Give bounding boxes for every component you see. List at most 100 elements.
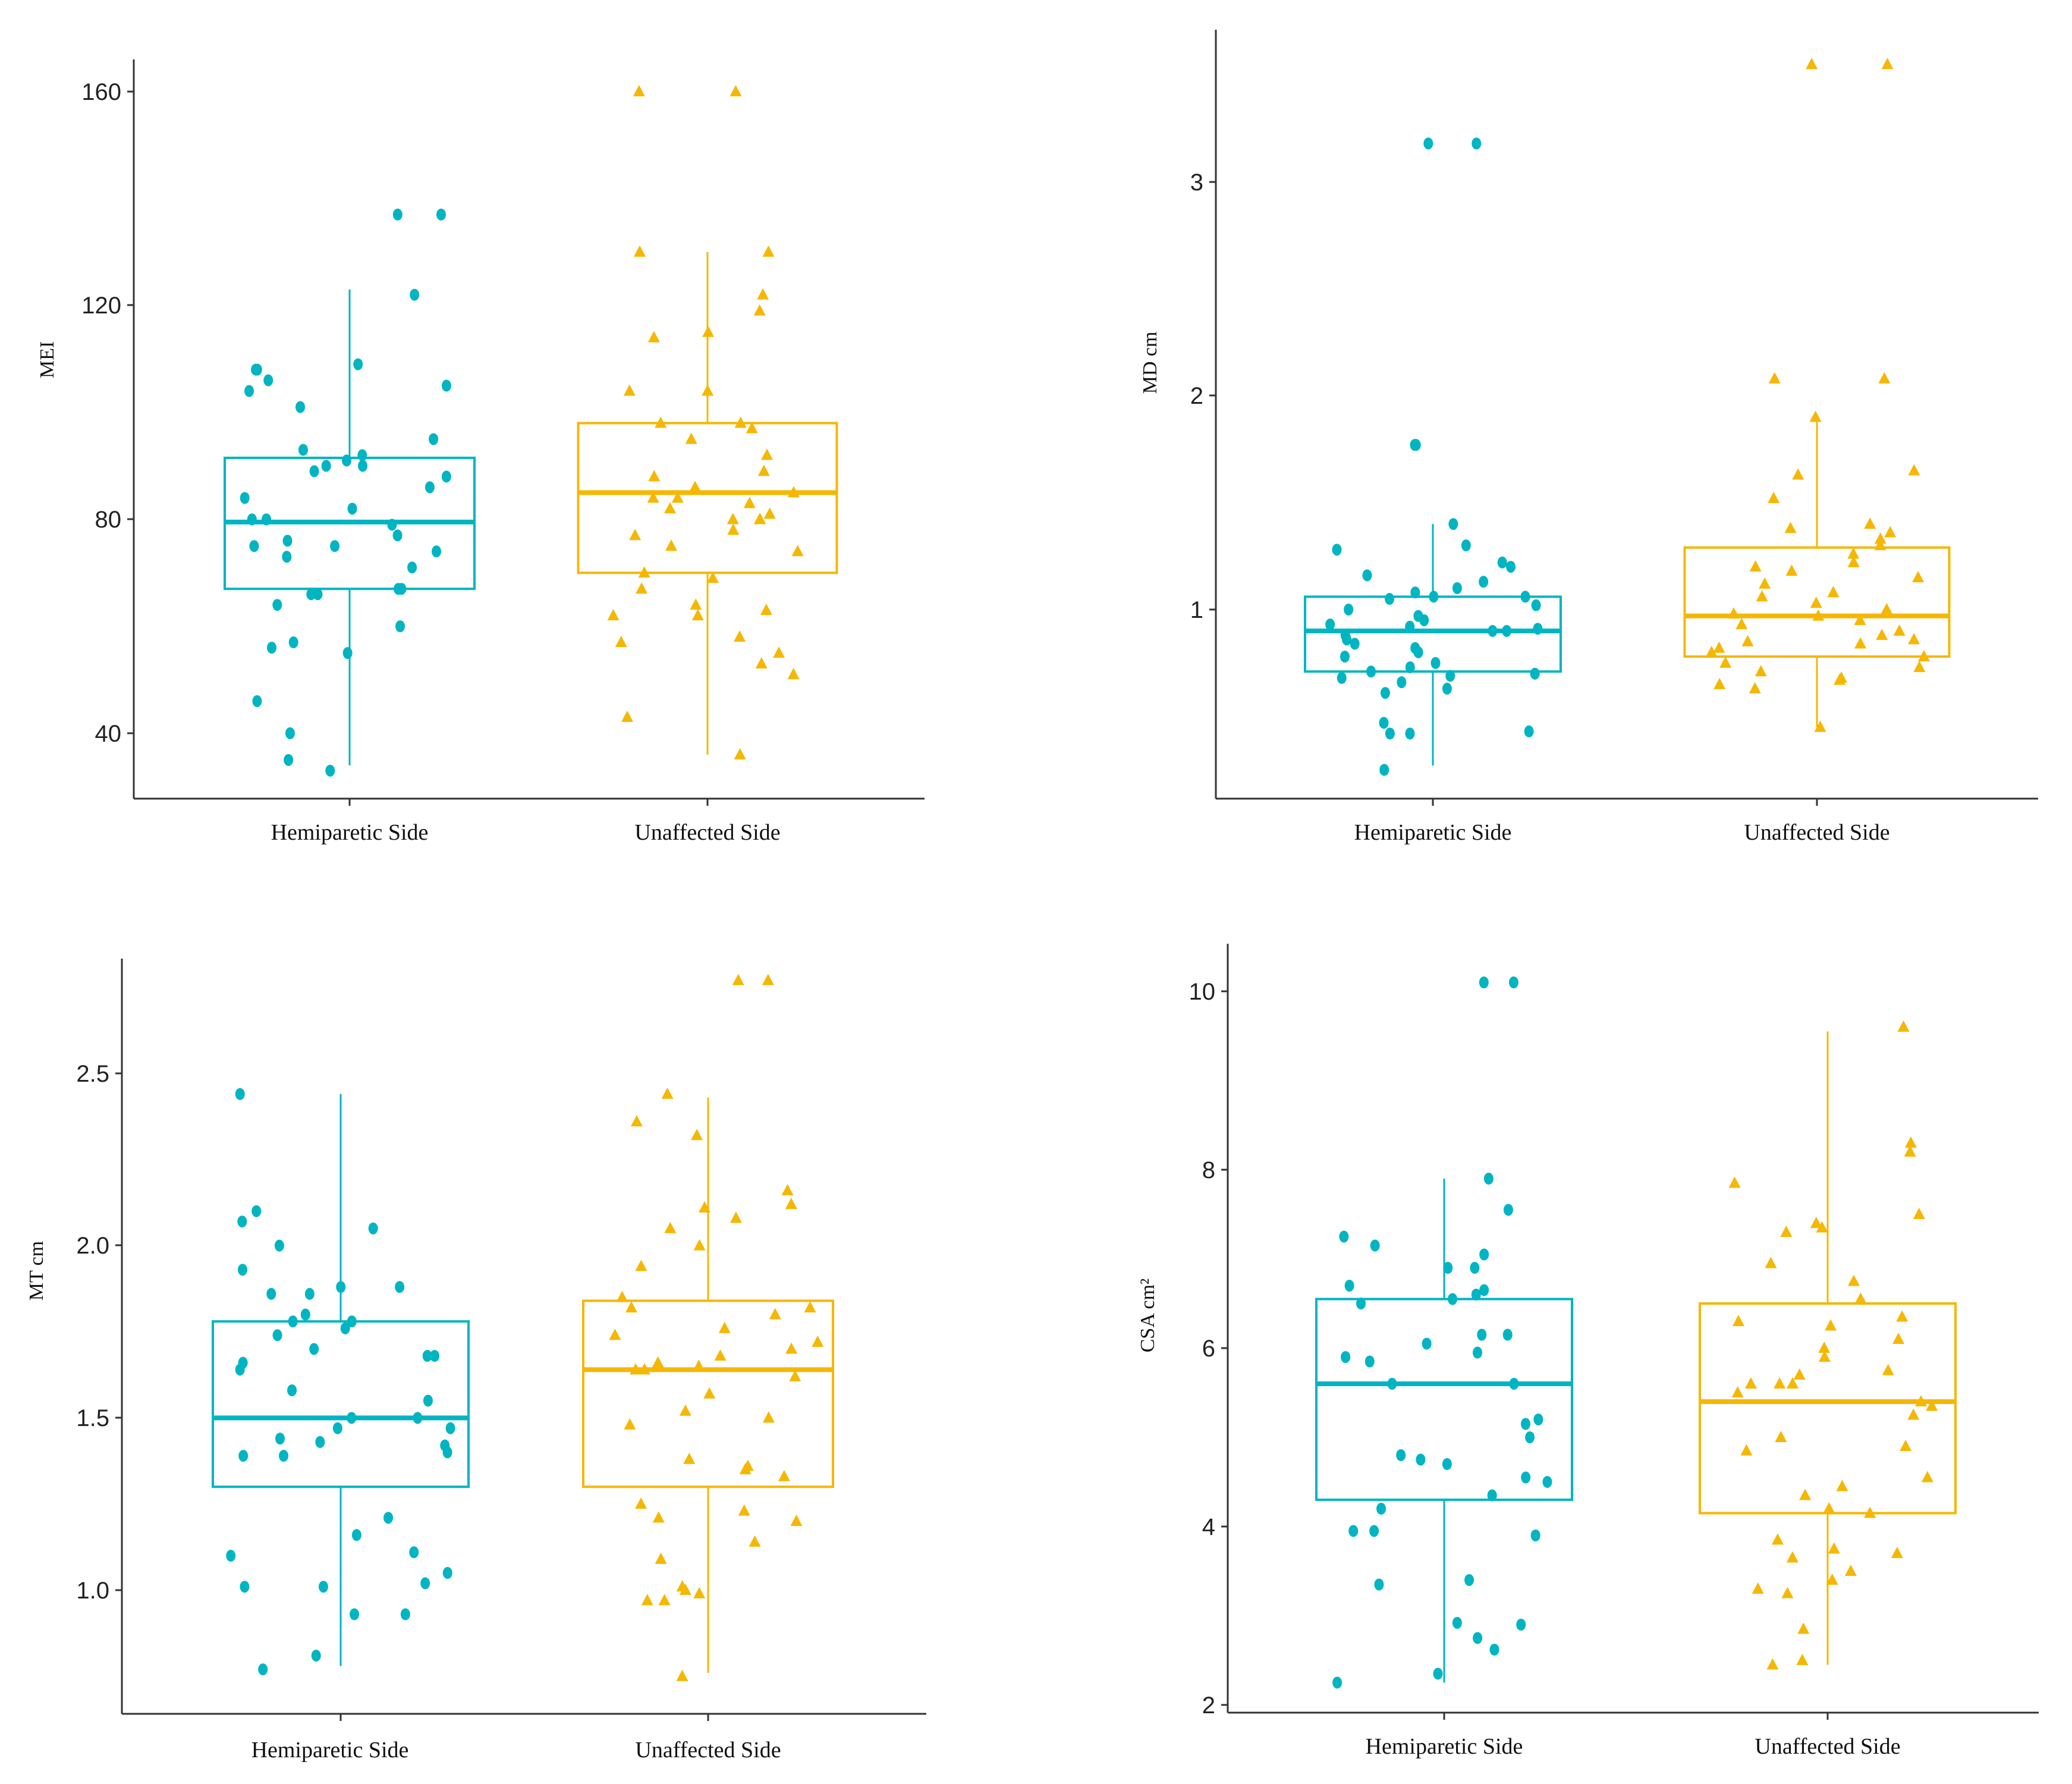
data-point-unaffected xyxy=(741,1459,754,1471)
data-point-unaffected xyxy=(685,432,697,444)
data-point-hemiparetic xyxy=(1488,624,1498,637)
x-category-label: Hemiparetic Side xyxy=(1354,820,1512,845)
y-ticks: 40 80 120 160 xyxy=(81,79,134,747)
data-point-unaffected xyxy=(1915,1395,1928,1406)
data-point-unaffected xyxy=(647,331,660,343)
data-point-unaffected xyxy=(1780,1226,1793,1237)
data-point-unaffected xyxy=(1825,1319,1837,1331)
data-point-unaffected xyxy=(707,571,719,583)
y-tick-label: 2.0 xyxy=(76,1233,109,1259)
data-point-unaffected xyxy=(1771,1533,1784,1545)
y-tick-label: 3 xyxy=(1190,169,1203,196)
data-point-unaffected xyxy=(1752,1582,1764,1594)
data-point-unaffected xyxy=(738,1504,750,1516)
data-point-hemiparetic xyxy=(342,454,352,467)
data-point-hemiparetic xyxy=(1397,676,1407,689)
data-point-unaffected xyxy=(753,304,766,316)
data-point-unaffected xyxy=(1854,1292,1867,1304)
data-point-hemiparetic xyxy=(441,470,451,483)
data-point-hemiparetic xyxy=(311,1650,321,1662)
data-point-unaffected xyxy=(1713,677,1726,689)
data-point-unaffected xyxy=(789,1370,801,1381)
data-point-hemiparetic xyxy=(300,1308,310,1321)
data-point-unaffected xyxy=(757,464,770,476)
data-point-unaffected xyxy=(763,507,776,519)
data-point-unaffected xyxy=(1818,1350,1831,1362)
data-point-unaffected xyxy=(630,1115,643,1127)
data-point-unaffected xyxy=(1775,1431,1787,1442)
data-point-hemiparetic xyxy=(1344,604,1354,615)
data-point-hemiparetic xyxy=(1379,764,1389,776)
data-point-unaffected xyxy=(734,630,746,642)
data-point-unaffected xyxy=(1847,1274,1860,1286)
y-axis-title: MD cm xyxy=(1139,332,1161,394)
data-point-hemiparetic xyxy=(1502,624,1512,637)
data-point-unaffected xyxy=(749,1535,761,1547)
data-point-hemiparetic xyxy=(313,588,323,601)
data-point-unaffected xyxy=(781,1183,794,1195)
data-point-hemiparetic xyxy=(325,764,335,777)
data-point-unaffected xyxy=(787,668,800,680)
data-point-hemiparetic xyxy=(1542,1476,1552,1488)
data-point-hemiparetic xyxy=(285,727,295,739)
data-point-hemiparetic xyxy=(383,1512,394,1524)
data-point-unaffected xyxy=(1881,603,1893,614)
data-point-unaffected xyxy=(1810,1217,1822,1228)
data-point-unaffected xyxy=(1847,555,1860,567)
data-point-unaffected xyxy=(1728,1176,1741,1188)
data-point-unaffected xyxy=(787,486,800,498)
data-point-unaffected xyxy=(1713,641,1725,653)
data-point-unaffected xyxy=(1756,590,1768,602)
boxes xyxy=(212,1094,834,1673)
data-point-hemiparetic xyxy=(282,551,292,563)
data-point-unaffected xyxy=(1766,1658,1779,1670)
data-point-hemiparetic xyxy=(1533,623,1543,635)
data-point-unaffected xyxy=(1823,1502,1835,1513)
y-tick-label: 4 xyxy=(1202,1514,1215,1540)
data-point-hemiparetic xyxy=(1410,642,1420,654)
data-point-unaffected xyxy=(773,646,785,658)
data-point-hemiparetic xyxy=(304,1287,315,1300)
data-point-hemiparetic xyxy=(420,1577,430,1590)
data-point-hemiparetic xyxy=(1524,725,1534,737)
data-point-hemiparetic xyxy=(240,492,250,504)
data-point-hemiparetic xyxy=(1348,1525,1359,1537)
data-point-hemiparetic xyxy=(1472,137,1482,150)
data-point-hemiparetic xyxy=(1503,1204,1513,1216)
data-point-unaffected xyxy=(1907,1408,1920,1420)
data-point-unaffected xyxy=(755,657,768,669)
data-point-unaffected xyxy=(1826,1573,1838,1585)
data-point-hemiparetic xyxy=(347,1315,357,1328)
data-point-hemiparetic xyxy=(1530,1529,1540,1541)
x-category-label: Unaffected Side xyxy=(1744,820,1889,845)
data-point-hemiparetic xyxy=(1350,637,1360,650)
data-point-unaffected xyxy=(703,1387,716,1399)
data-point-unaffected xyxy=(785,1342,798,1354)
data-point-unaffected xyxy=(1774,1377,1786,1389)
data-point-hemiparetic xyxy=(1442,1458,1452,1470)
data-point-unaffected xyxy=(635,1497,647,1509)
y-ticks: 1 2 3 xyxy=(1190,169,1216,623)
y-axis-title: MT cm xyxy=(26,1241,48,1301)
data-point-hemiparetic xyxy=(298,444,308,456)
data-point-hemiparetic xyxy=(1471,1289,1481,1301)
data-point-unaffected xyxy=(693,1587,706,1598)
y-ticks: 1.0 1.5 2.0 2.5 xyxy=(76,1061,122,1604)
data-point-unaffected xyxy=(691,1129,703,1141)
data-point-hemiparetic xyxy=(318,1581,328,1593)
data-point-unaffected xyxy=(689,480,702,492)
box-iqr xyxy=(582,1299,834,1488)
data-point-unaffected xyxy=(655,1552,667,1564)
data-point-unaffected xyxy=(1912,571,1925,583)
data-point-unaffected xyxy=(1731,1386,1744,1397)
data-point-hemiparetic xyxy=(340,1322,350,1334)
data-point-unaffected xyxy=(1786,1551,1799,1563)
y-axis-title: MEI xyxy=(36,341,58,378)
data-point-hemiparetic xyxy=(1385,593,1395,605)
data-point-unaffected xyxy=(1797,1622,1810,1634)
data-point-hemiparetic xyxy=(279,1450,289,1462)
data-point-unaffected xyxy=(676,1669,688,1681)
y-tick-label: 1.0 xyxy=(76,1578,109,1604)
data-point-hemiparetic xyxy=(309,465,319,478)
data-point-unaffected xyxy=(1809,410,1822,422)
